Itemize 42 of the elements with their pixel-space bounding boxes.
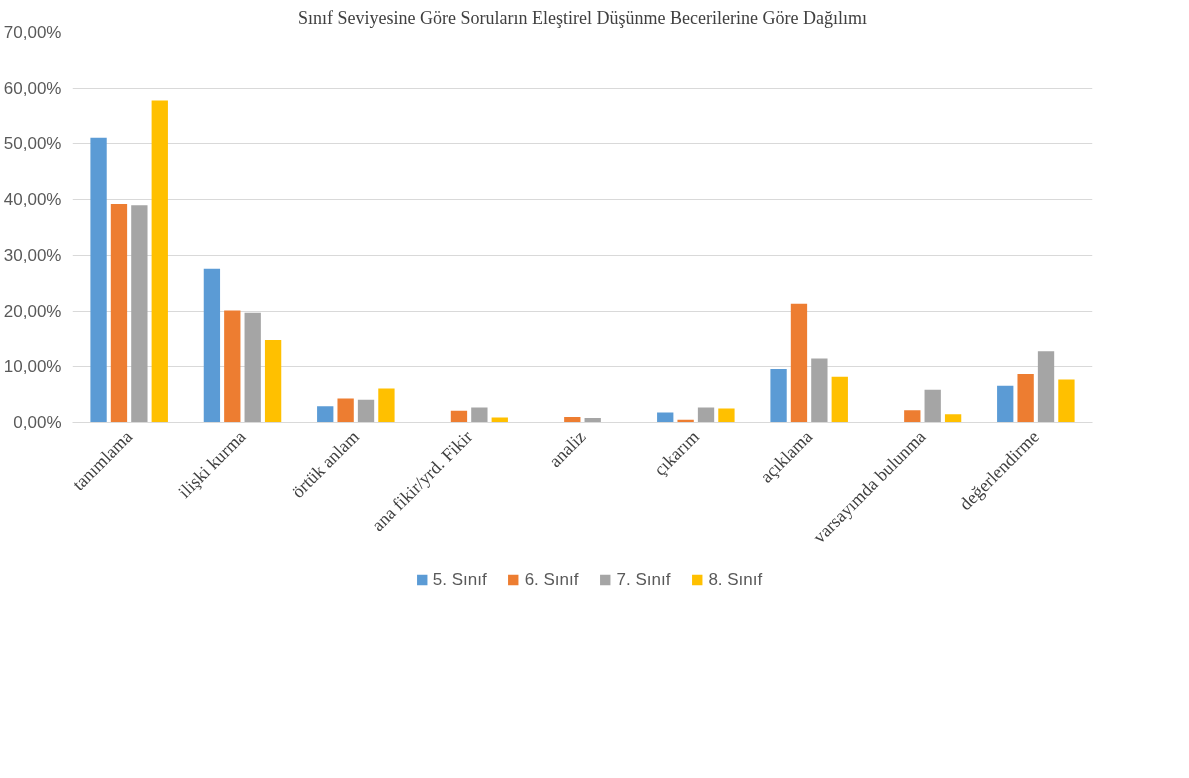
y-tick-label: 20,00%: [3, 301, 62, 321]
y-tick-label: 0,00%: [13, 413, 62, 432]
y-tick-label: 40,00%: [3, 190, 62, 210]
bar: [770, 369, 787, 423]
bar: [491, 417, 508, 423]
bar: [244, 312, 261, 423]
bar: [657, 412, 674, 423]
bar: [1037, 351, 1055, 423]
legend-label: 8. Sınıf: [708, 569, 763, 590]
bar: [718, 408, 735, 423]
bar: [337, 398, 354, 423]
bar: [264, 340, 282, 423]
legend-label: 7. Sınıf: [616, 569, 671, 590]
bar: [151, 100, 168, 423]
bar: [224, 310, 241, 423]
bar: [110, 204, 128, 423]
bar: [944, 414, 962, 423]
bar: [90, 137, 107, 423]
bar: [904, 410, 921, 423]
bar: [471, 407, 488, 423]
bar: [697, 407, 715, 423]
bar: [811, 358, 828, 423]
bar: [790, 303, 808, 423]
bar: [357, 399, 375, 423]
legend-label: 5. Sınıf: [432, 569, 487, 590]
y-tick-label: 10,00%: [3, 357, 62, 377]
bar: [1017, 374, 1034, 423]
bar: [831, 376, 848, 423]
bar: [317, 406, 334, 423]
chart-title: Sınıf Seviyesine Göre Soruların Eleştirel Düşünme Becerilerine Göre Dağılımı: [298, 7, 867, 28]
bar: [450, 410, 468, 423]
bar: [924, 389, 941, 423]
bar: [1058, 379, 1075, 423]
bar: [997, 385, 1014, 423]
bar: [378, 388, 395, 423]
bar: [131, 205, 148, 423]
y-tick-label: 50,00%: [3, 134, 62, 154]
bar: [203, 268, 221, 423]
legend-label: 6. Sınıf: [524, 569, 579, 590]
y-tick-label: 30,00%: [3, 245, 62, 265]
y-tick-label: 60,00%: [3, 78, 62, 98]
y-tick-label: 70,00%: [3, 23, 62, 42]
